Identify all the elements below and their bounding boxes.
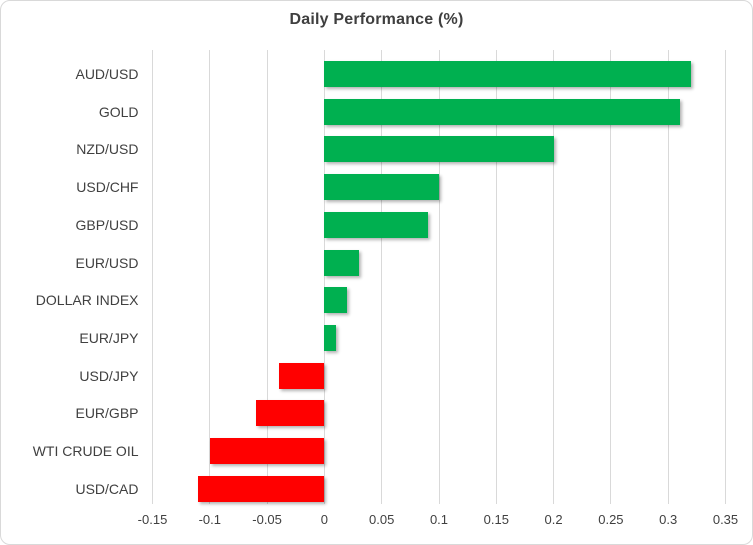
category-label: USD/CAD <box>75 480 139 497</box>
gridline <box>381 50 383 504</box>
x-tick-label: -0.05 <box>252 512 282 527</box>
category-label: DOLLAR INDEX <box>35 292 139 309</box>
gridline <box>553 50 555 504</box>
bar-gold <box>324 98 680 125</box>
gridline <box>323 50 325 504</box>
category-label: USD/JPY <box>79 367 139 384</box>
x-tick-label: 0.15 <box>483 512 509 527</box>
bar-eur-jpy <box>324 324 336 351</box>
gridline <box>667 50 669 504</box>
x-tick-label: 0.2 <box>544 512 563 527</box>
bar-usd-jpy <box>278 362 325 389</box>
x-tick-label: 0.25 <box>598 512 624 527</box>
category-label: EUR/USD <box>75 254 139 271</box>
bar-dollar-index <box>324 287 348 314</box>
category-label: GOLD <box>98 103 139 120</box>
bar-eur-gbp <box>255 400 325 427</box>
x-tick-label: 0.05 <box>369 512 395 527</box>
category-label: GBP/USD <box>75 216 139 233</box>
bar-nzd-usd <box>324 136 554 163</box>
x-tick-label: -0.1 <box>198 512 221 527</box>
x-tick-label: 0 <box>320 512 328 527</box>
bar-aud-usd <box>324 61 692 87</box>
gridline <box>725 50 726 504</box>
x-tick-label: 0.35 <box>712 512 739 527</box>
category-label: AUD/USD <box>75 66 139 82</box>
bar-eur-usd <box>324 249 359 276</box>
x-tick-label: -0.15 <box>137 512 168 527</box>
gridline <box>152 50 153 504</box>
bar-usd-chf <box>324 174 439 201</box>
gridline <box>209 50 211 504</box>
chart-title: Daily Performance (%) <box>289 11 464 28</box>
bar-gbp-usd <box>324 211 428 238</box>
category-label: WTI CRUDE OIL <box>32 443 139 459</box>
category-label: USD/CHF <box>76 179 139 196</box>
gridline <box>266 50 268 504</box>
x-tick-label: 0.3 <box>659 512 678 527</box>
bar-usd-cad <box>198 475 325 502</box>
gridline <box>438 50 440 504</box>
gridline <box>495 50 497 504</box>
x-tick-label: 0.1 <box>429 512 449 527</box>
category-label: NZD/USD <box>76 141 139 158</box>
gridline <box>610 50 612 504</box>
category-label: EUR/JPY <box>79 329 139 346</box>
category-label: EUR/GBP <box>75 405 139 422</box>
bar-wti-crude-oil <box>209 438 325 464</box>
